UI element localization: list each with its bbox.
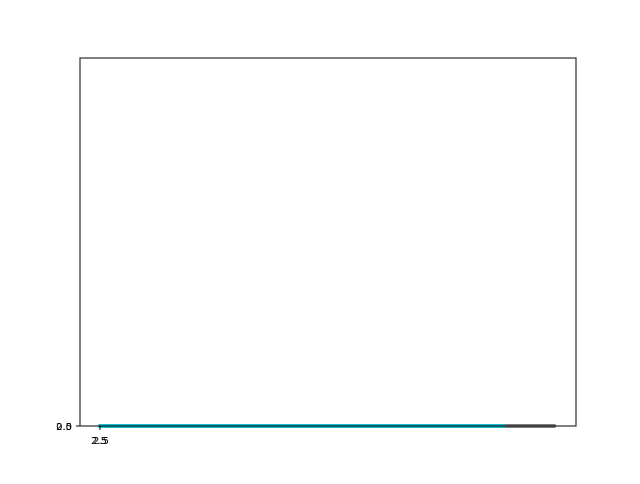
y-tick-label: 0.0 xyxy=(56,422,72,433)
x-axis-ticks: 2.52.5 xyxy=(91,426,109,447)
y-axis-ticks: 0.02.5 xyxy=(56,422,80,433)
x-tick-label: 2.5 xyxy=(93,436,109,447)
plot-area xyxy=(80,58,576,426)
plot-frame xyxy=(79,57,577,427)
x-tick-label: 2.5 xyxy=(91,436,107,447)
y-tick-label: 2.5 xyxy=(56,422,72,433)
